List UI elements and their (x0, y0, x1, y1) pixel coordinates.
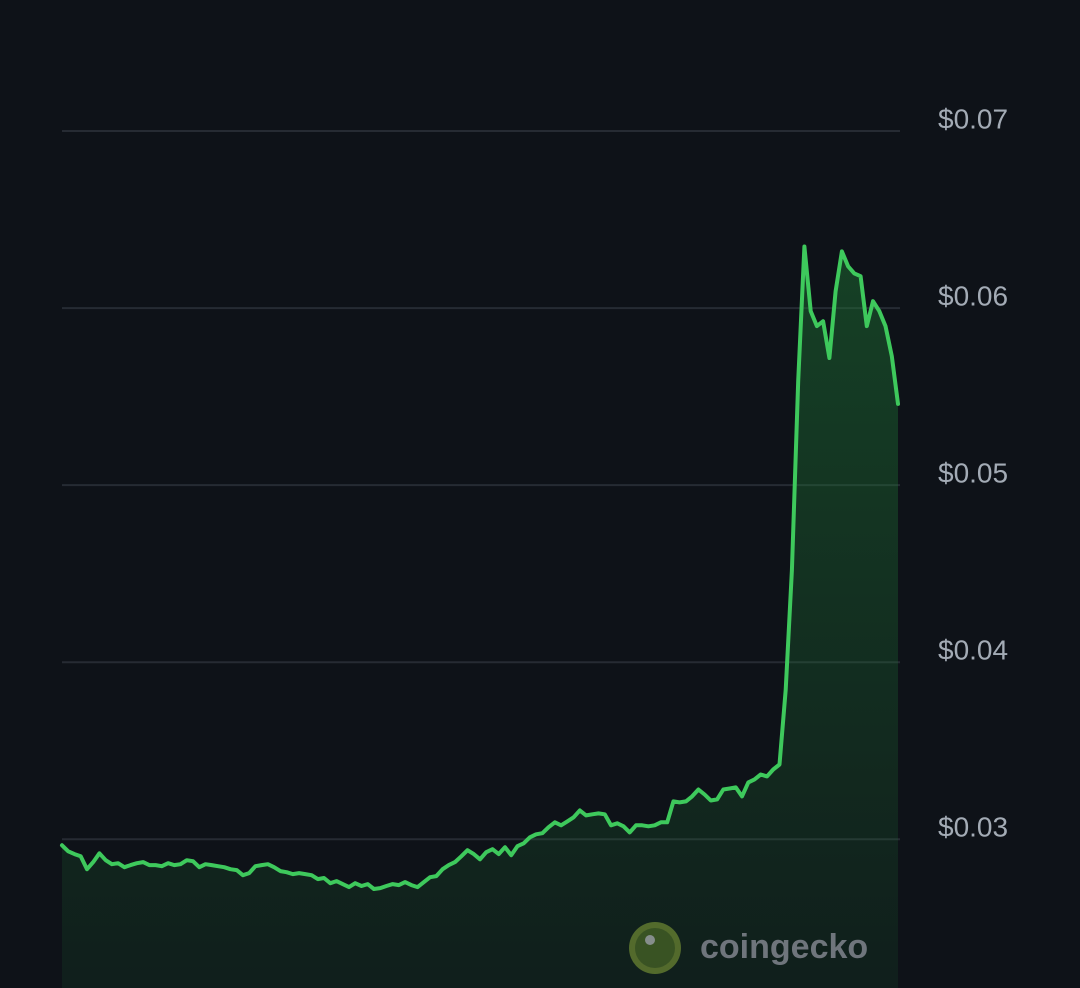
watermark-logo (629, 922, 681, 974)
y-tick-label: $0.06 (938, 280, 1008, 311)
price-line (60, 244, 900, 891)
plot: $0.03 $0.04 $0.05 $0.06 $0.07 (60, 103, 1008, 988)
area-fill (62, 246, 898, 988)
y-tick-label: $0.05 (938, 458, 1008, 489)
y-tick-label: $0.04 (938, 635, 1008, 666)
y-tick-label: $0.07 (938, 103, 1008, 134)
watermark: coingecko (700, 928, 868, 966)
y-tick-label: $0.03 (938, 812, 1008, 843)
